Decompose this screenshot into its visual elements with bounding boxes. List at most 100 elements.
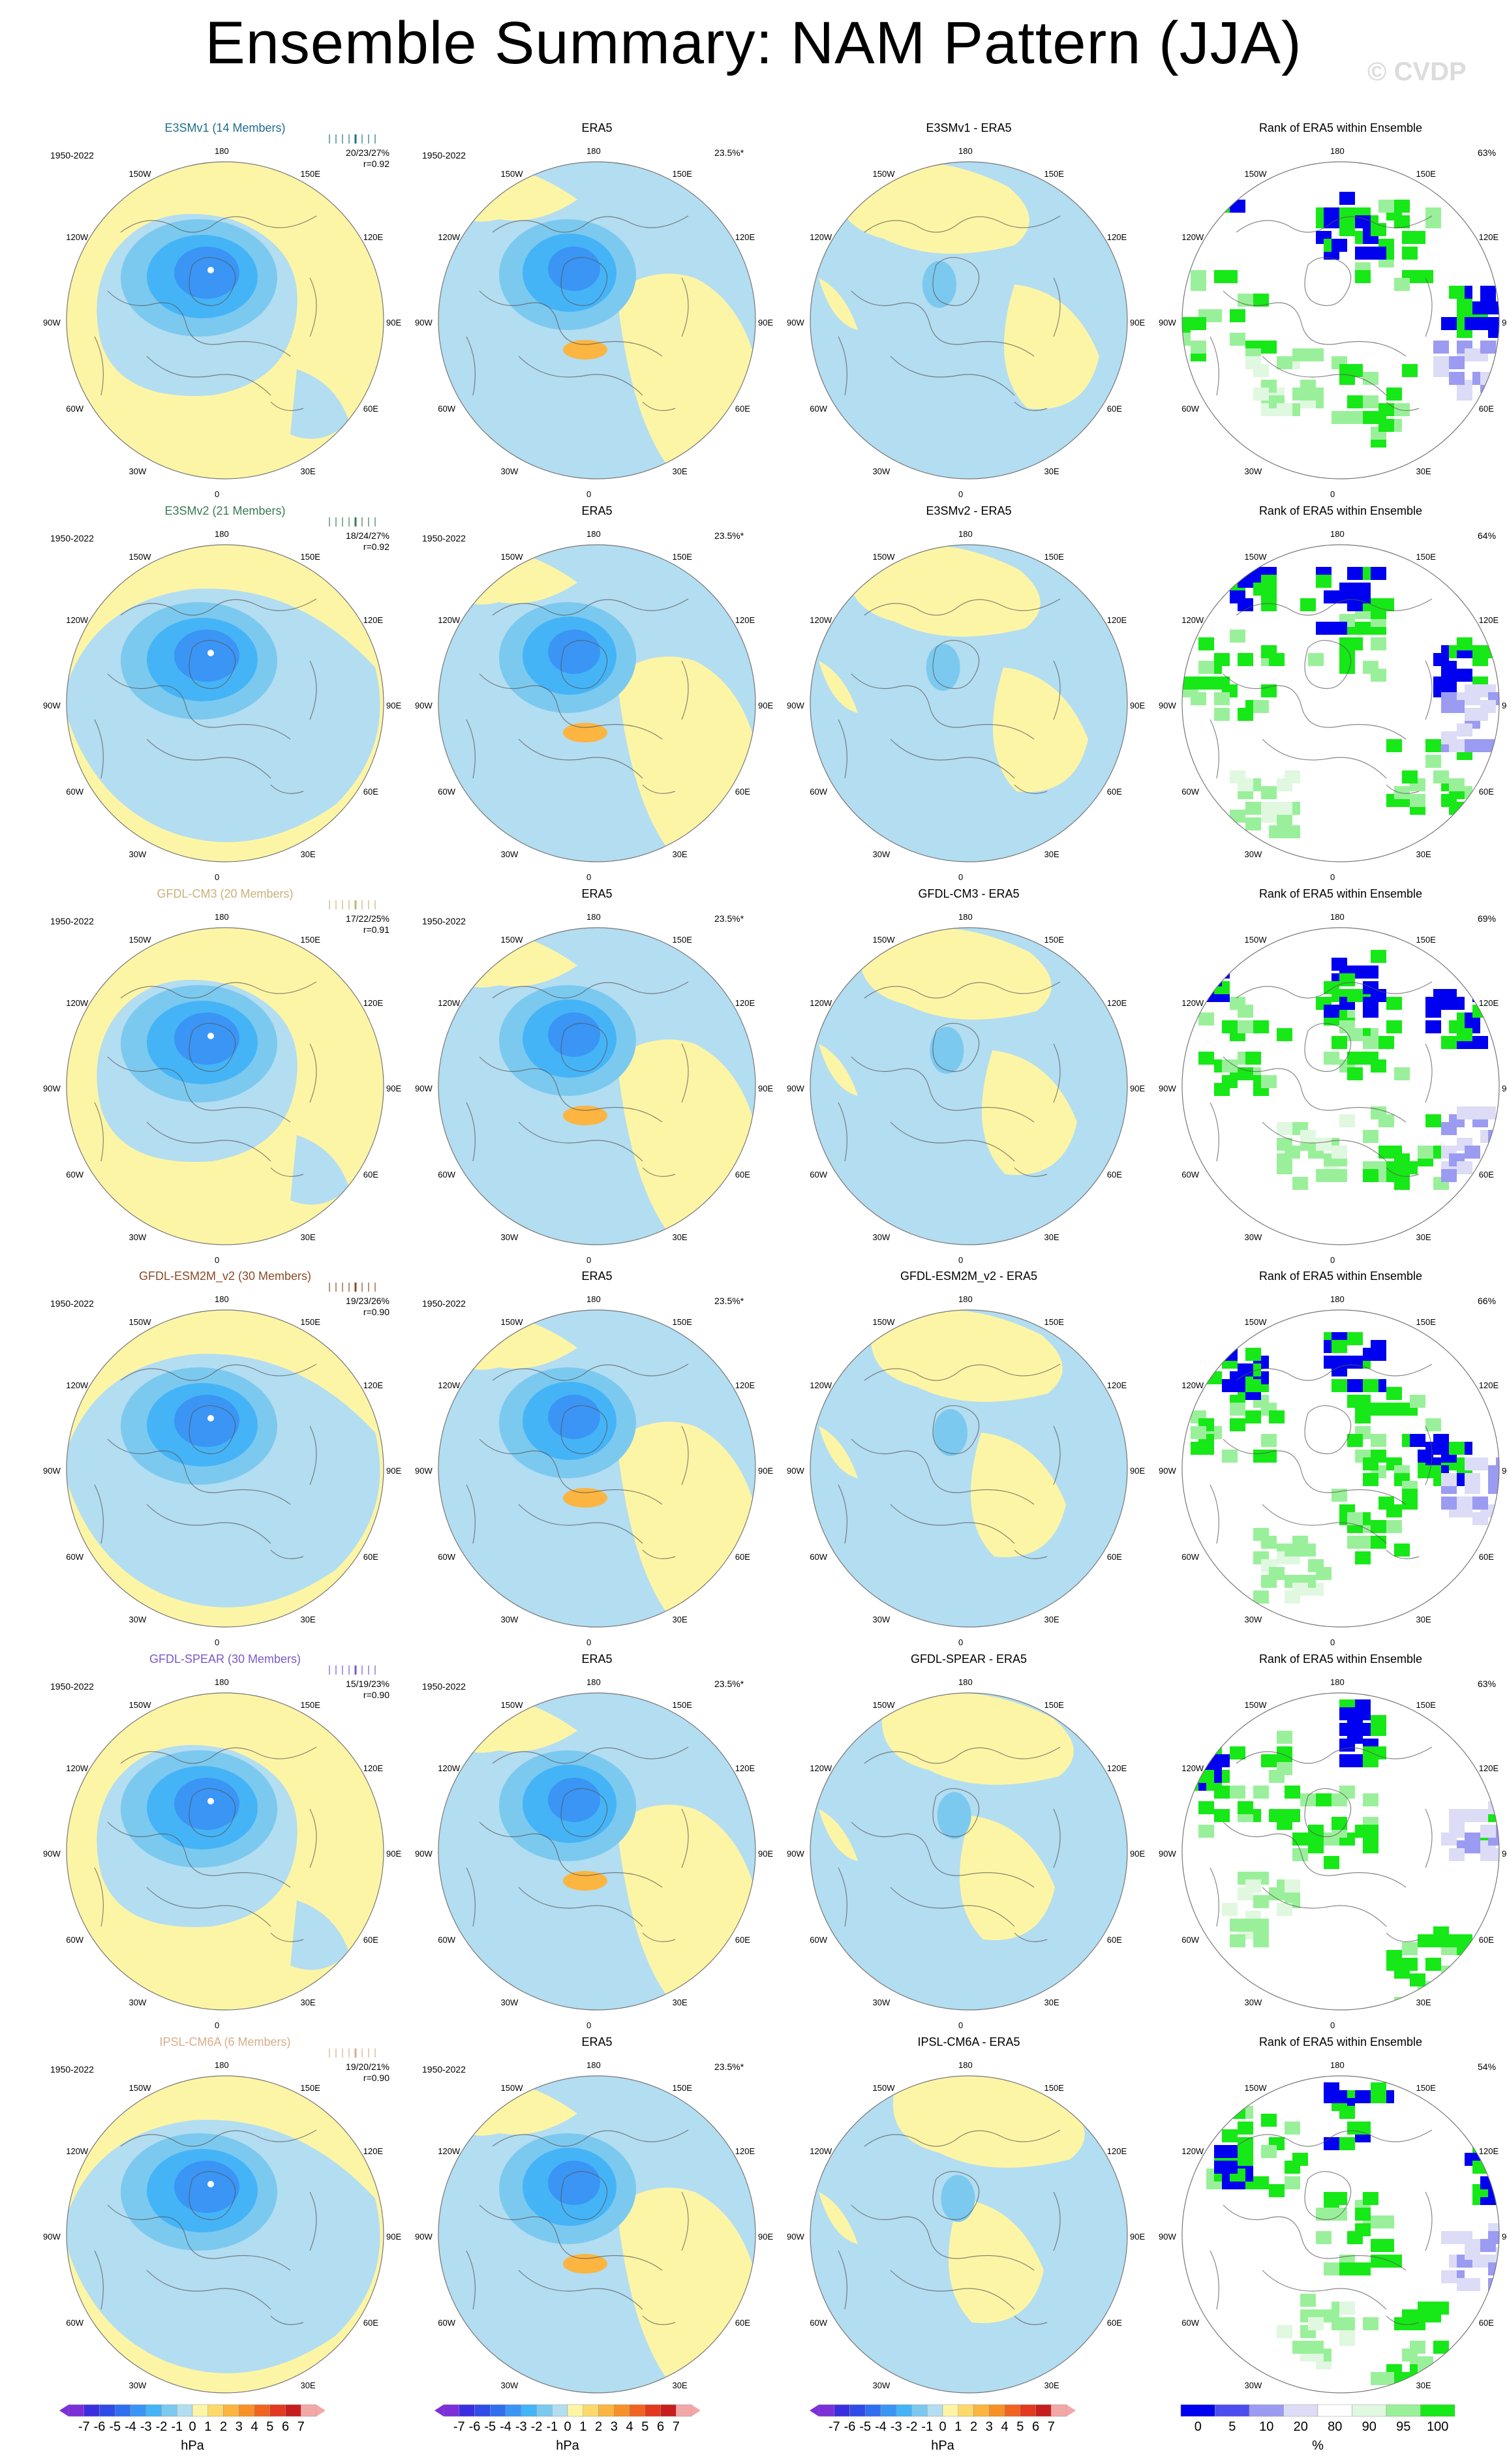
longitude-label: 60E — [363, 1934, 378, 1945]
longitude-label: 90W — [415, 1084, 433, 1093]
colorbar-swatch — [552, 2404, 568, 2417]
longitude-label: 120E — [1478, 997, 1499, 1008]
longitude-label: 60E — [363, 2317, 378, 2328]
colorbar-tick-label: -1 — [546, 2420, 558, 2434]
period-label: 1950-2022 — [422, 533, 466, 543]
map-panel-diff: IPSL-CM6A - ERA5180150E120E90E60E30E030W… — [780, 2035, 1158, 2417]
longitude-label: 120E — [1478, 1380, 1499, 1390]
variance-range: 15/19/23% — [346, 1679, 389, 1689]
longitude-label: 120W — [1181, 997, 1204, 1008]
colorbar-swatch — [254, 2404, 270, 2417]
longitude-label: 120E — [363, 615, 384, 625]
colorbar-swatch — [285, 2404, 301, 2417]
longitude-label: 60W — [1181, 1169, 1199, 1179]
period-label: 1950-2022 — [50, 916, 94, 926]
colorbar-swatch — [645, 2404, 661, 2417]
longitude-label: 90E — [1130, 2232, 1146, 2242]
colorbar-swatch — [583, 2404, 599, 2417]
longitude-label: 150E — [672, 552, 692, 562]
panel-title: GFDL-CM3 - ERA5 — [918, 887, 1020, 900]
colorbar-diff: -7 -6 -5 -4 -3 -2 -1 0 1 2 3 4 5 6 7 hPa — [793, 2402, 1093, 2454]
longitude-label: 30E — [672, 1614, 688, 1624]
colorbar-tick-label: 4 — [626, 2420, 633, 2434]
figure-title: Ensemble Summary: NAM Pattern (JJA) — [205, 10, 1302, 76]
longitude-label: 60E — [363, 1551, 378, 1562]
longitude-label: 120W — [1181, 1763, 1204, 1773]
map-panel-diff: GFDL-CM3 - ERA5 180 150E 120E 90E 60E 30E 0 30W 6… — [780, 887, 1158, 1269]
polar-map — [810, 927, 1128, 1245]
longitude-label: 120E — [1478, 615, 1499, 625]
colorbar-tick-label: 3 — [236, 2420, 243, 2434]
colorbar-tick-label: -5 — [859, 2420, 871, 2434]
longitude-label: 0 — [215, 489, 220, 499]
longitude-label: 60W — [438, 1169, 455, 1179]
longitude-label: 150W — [1244, 169, 1267, 179]
longitude-label: 150W — [500, 935, 523, 945]
polar-map — [66, 544, 384, 862]
map-panel-diff: GFDL-SPEAR - ERA5 180 150E 120E 90E 60E 30E 0 30… — [780, 1652, 1158, 2034]
colorbar-rank-swatches: 0 5 10 20 80 90 95 100 — [1180, 2404, 1455, 2434]
longitude-label: 90E — [758, 318, 774, 327]
panel-title: ERA5 — [581, 121, 613, 134]
longitude-label: 150W — [129, 935, 151, 945]
colorbar-swatch — [989, 2404, 1005, 2417]
longitude-label: 180 — [958, 146, 973, 156]
longitude-label: 0 — [958, 872, 964, 882]
longitude-label: 120W — [66, 2146, 89, 2156]
colorbar-tick-label: 6 — [1032, 2420, 1039, 2434]
longitude-label: 150E — [1416, 2083, 1436, 2093]
longitude-label: 150W — [1244, 2083, 1267, 2093]
longitude-label: 60W — [438, 786, 455, 797]
colorbar-tick-label: 100 — [1427, 2420, 1448, 2434]
colorbar-swatch — [676, 2404, 692, 2417]
colorbar-tick-label: 5 — [1016, 2420, 1024, 2434]
longitude-label: 30W — [500, 2380, 519, 2390]
longitude-label: 60E — [1478, 786, 1494, 797]
polar-map — [438, 2075, 756, 2394]
colorbar-tick-label: -3 — [515, 2420, 527, 2434]
colorbar-swatch — [536, 2404, 553, 2417]
longitude-label: 120W — [1181, 232, 1204, 242]
variance-explained: 23.5%* — [714, 2061, 744, 2072]
longitude-label: 30W — [1244, 1997, 1262, 2007]
longitude-label: 90W — [415, 1466, 433, 1476]
map-panel-diff: GFDL-ESM2M_v2 - ERA5 180 150E 120E 90E 60E 30E… — [780, 1270, 1158, 1651]
longitude-label: 150E — [1416, 1700, 1436, 1711]
colorbar-tick-label: 4 — [251, 2420, 258, 2434]
longitude-label: 180 — [1330, 146, 1345, 156]
colorbar-tick-label: 20 — [1294, 2420, 1308, 2434]
longitude-label: 60E — [1478, 1551, 1494, 1562]
panel-title: E3SMv2 - ERA5 — [926, 504, 1012, 517]
longitude-label: 90E — [758, 701, 774, 710]
panel-title: GFDL-ESM2M_v2 (30 Members) — [138, 1270, 312, 1283]
longitude-label: 90E — [1502, 1084, 1507, 1093]
longitude-label: 150E — [1044, 552, 1064, 562]
colorbar-swatch — [459, 2404, 475, 2417]
pattern-correlation: r=0.90 — [363, 2073, 389, 2083]
longitude-label: 180 — [958, 529, 973, 539]
period-label: 1950-2022 — [50, 150, 94, 160]
longitude-label: 60E — [1106, 1551, 1122, 1562]
longitude-label: 180 — [586, 529, 601, 539]
polar-map — [66, 1692, 384, 2011]
polar-map — [438, 927, 756, 1245]
longitude-label: 120E — [363, 232, 384, 242]
colorbar-obs-swatches: -7 -6 -5 -4 -3 -2 -1 0 1 2 3 4 5 6 7 — [434, 2404, 701, 2434]
longitude-label: 120W — [810, 232, 832, 242]
longitude-label: 30W — [872, 1614, 890, 1624]
longitude-label: 180 — [1330, 2060, 1345, 2070]
colorbar-tick-label: 0 — [1195, 2420, 1202, 2434]
longitude-label: 30E — [672, 849, 688, 859]
colorbar-swatch — [834, 2404, 850, 2417]
period-label: 1950-2022 — [50, 1681, 94, 1692]
longitude-label: 180 — [958, 1294, 973, 1304]
panel-title: ERA5 — [581, 887, 613, 900]
colorbar-swatch — [301, 2404, 317, 2417]
map-panel-model: GFDL-CM3 (20 Members) 1950-2022 17/22/25% r… — [36, 887, 414, 1269]
colorbar-swatch — [818, 2404, 834, 2417]
colorbar-swatch — [192, 2404, 208, 2417]
longitude-label: 90E — [758, 1849, 774, 1859]
longitude-label: 150W — [872, 2083, 895, 2093]
longitude-label: 30W — [872, 1232, 890, 1242]
ensemble-stats: 15/19/23% r=0.90 — [318, 1679, 389, 1701]
